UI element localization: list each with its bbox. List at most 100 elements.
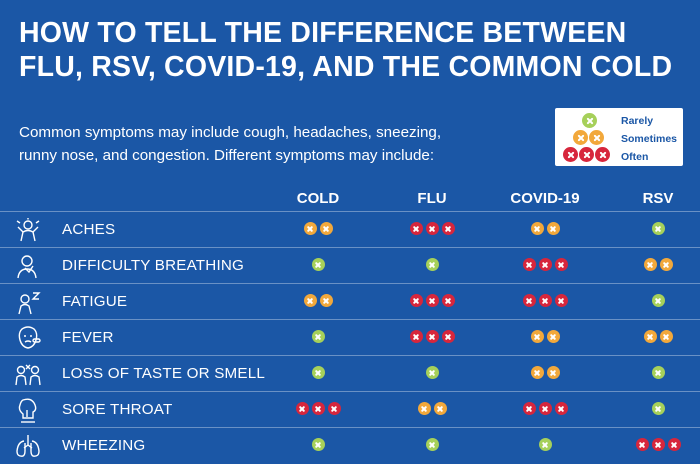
sometimes-icon [433,402,447,415]
rsv-sometimes-cell [618,258,698,271]
rsv-rarely-cell [618,222,698,235]
rsv-often-cell [618,438,698,451]
covid-19-sometimes-cell [505,366,585,379]
rarely-icon [425,438,439,451]
rarely-icon [311,330,325,343]
often-icon [425,222,439,235]
symptom-label: FATIGUE [62,293,128,310]
column-header-flu: FLU [417,190,447,207]
rarely-icon [311,366,325,379]
often-icon [563,147,578,162]
sometimes-icon [643,258,657,271]
often-icon [522,294,536,307]
often-icon [409,222,423,235]
rsv-rarely-cell [618,294,698,307]
often-icon [295,402,309,415]
often-icon [554,258,568,271]
often-icon [441,222,455,235]
sometimes-icon [319,294,333,307]
rarely-icon [651,366,665,379]
sometimes-icon [546,366,560,379]
table-row: ACHES [0,211,700,247]
cold-rarely-cell [278,258,358,271]
rarely-icon [651,222,665,235]
rarely-icon [582,113,597,128]
symptom-label: ACHES [62,221,116,238]
symptom-label: FEVER [62,329,114,346]
flu-often-cell [392,294,472,307]
column-header-rsv: RSV [642,190,674,207]
often-icon [635,438,649,451]
legend-rarely: Rarely [555,111,683,129]
cold-rarely-cell [278,438,358,451]
fatigue-icon [14,289,42,315]
title-line-2: FLU, RSV, COVID-19, AND THE COMMON COLD [19,51,673,83]
legend-rarely-icons [582,113,597,128]
legend: Rarely Sometimes Often [555,108,683,166]
fever-icon [14,325,42,351]
often-icon [579,147,594,162]
sometimes-icon [643,330,657,343]
rsv-rarely-cell [618,366,698,379]
intro-text: Common symptoms may include cough, heada… [19,121,519,167]
covid-19-often-cell [505,294,585,307]
often-icon [538,258,552,271]
sometimes-icon [303,222,317,235]
covid-19-rarely-cell [505,438,585,451]
rsv-sometimes-cell [618,330,698,343]
legend-often-icons [563,147,610,162]
symptom-label: DIFFICULTY BREATHING [62,257,245,274]
table-row: DIFFICULTY BREATHING [0,247,700,283]
covid-19-often-cell [505,402,585,415]
often-icon [441,330,455,343]
sometimes-icon [530,222,544,235]
sometimes-icon [573,130,588,145]
sometimes-icon [589,130,604,145]
table-row: FATIGUE [0,283,700,319]
rarely-icon [651,294,665,307]
often-icon [554,294,568,307]
rarely-icon [311,258,325,271]
sometimes-icon [530,330,544,343]
sometimes-icon [546,222,560,235]
legend-often-label: Often [621,151,649,163]
sometimes-icon [546,330,560,343]
rarely-icon [425,366,439,379]
table-row: SORE THROAT [0,391,700,427]
often-icon [538,294,552,307]
symptom-label: WHEEZING [62,437,146,454]
column-header-covid-19: COVID-19 [510,190,580,207]
legend-often: Often [555,147,683,165]
often-icon [554,402,568,415]
often-icon [409,294,423,307]
cold-often-cell [278,402,358,415]
rarely-icon [311,438,325,451]
covid-19-sometimes-cell [505,330,585,343]
often-icon [425,294,439,307]
covid-19-sometimes-cell [505,222,585,235]
sometimes-icon [303,294,317,307]
flu-rarely-cell [392,258,472,271]
symptom-label: SORE THROAT [62,401,173,418]
table-row: LOSS OF TASTE OR SMELL [0,355,700,391]
often-icon [425,330,439,343]
often-icon [327,402,341,415]
legend-sometimes-label: Sometimes [621,133,678,145]
rarely-icon [651,402,665,415]
sore-throat-icon [14,397,42,423]
table-row: FEVER [0,319,700,355]
often-icon [522,258,536,271]
often-icon [651,438,665,451]
cold-sometimes-cell [278,294,358,307]
often-icon [409,330,423,343]
sometimes-icon [417,402,431,415]
lungs-icon [14,433,42,459]
covid-19-often-cell [505,258,585,271]
sometimes-icon [319,222,333,235]
sometimes-icon [530,366,544,379]
flu-rarely-cell [392,438,472,451]
flu-rarely-cell [392,366,472,379]
rarely-icon [538,438,552,451]
often-icon [667,438,681,451]
rsv-rarely-cell [618,402,698,415]
